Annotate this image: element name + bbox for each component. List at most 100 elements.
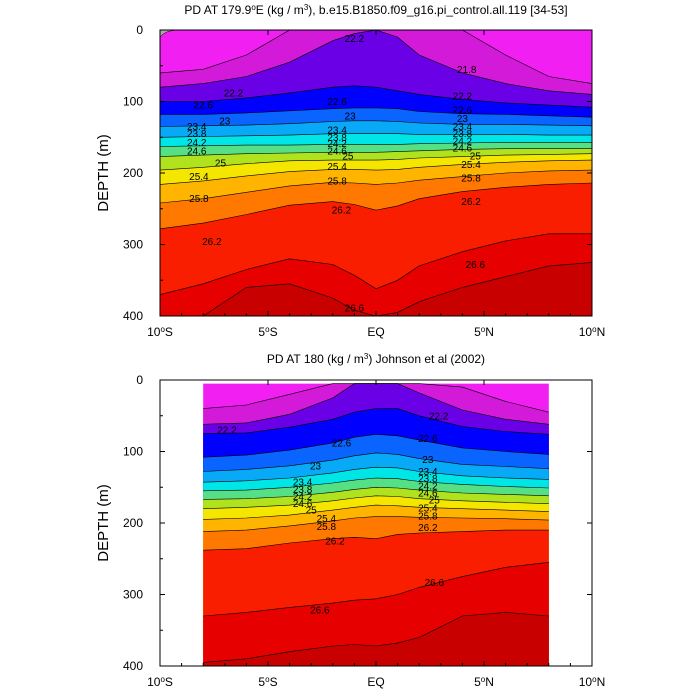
contour-label: 23 [422,455,434,466]
contour-line-23 [160,107,592,118]
contour-label: 23.8 [293,485,313,496]
contour-line-22.6 [203,408,549,435]
y-tick-label: 100 [123,445,143,459]
contour-label: 22.6 [453,106,473,117]
contour-label: 23.8 [187,129,207,140]
contour-line-25.4 [203,504,549,520]
contour-label: 24.6 [187,146,207,157]
contour-line-23 [203,433,549,458]
contour-label: 23.8 [418,474,438,485]
contour-line-23.4 [203,452,549,472]
contour-line-22.6 [160,85,592,108]
contour-line-25.4 [160,159,592,185]
contour-line-25 [203,495,549,509]
y-tick-label: 0 [136,23,143,37]
contour-label: 23 [310,461,322,472]
contour-label: 26.2 [325,536,345,547]
density-band-27 [160,262,592,316]
contour-label: 26.6 [466,260,486,271]
contour-label: 25.4 [461,160,481,171]
contour-line-25 [160,153,592,171]
contour-label: 22.6 [327,97,347,108]
contour-label: 24.2 [327,139,347,150]
contour-label: 25.4 [418,503,438,514]
contour-line-25.8 [203,516,549,532]
contour-label: 25.4 [327,162,347,173]
contour-label: 22.6 [193,101,213,112]
contour-line-24.6 [203,486,549,500]
contour-label: 26.6 [345,304,365,315]
contour-line-23.4 [160,120,592,127]
contour-line-27 [203,612,549,663]
contour-field: 22.222.222.6 22.6232323.423.423.823.824.2… [203,383,549,666]
contour-label: 23.4 [293,478,313,489]
contour-label: 23.4 [418,467,438,478]
contour-label: 26.6 [310,606,330,617]
x-tick-label: 5oS [258,325,277,340]
density-band-27 [203,612,549,666]
y-tick-label: 300 [123,588,143,602]
contour-label: 24.2 [418,481,438,492]
contour-label: 25 [215,158,227,169]
contour-line-26.2 [160,182,592,230]
contour-label: 22.6 [332,438,352,449]
contour-label: 22.2 [429,411,449,422]
contour-line-24.6 [160,148,592,157]
contour-label: 21.8 [457,65,477,76]
contour-label: 25 [342,151,354,162]
contour-line-26.2 [203,529,549,551]
chart-title: PD AT 180 (kg / m3) Johnson et al (2002) [267,352,485,367]
contour-label: 24.6 [418,488,438,499]
contour-label: 26.2 [332,206,352,217]
contour-label: 25 [306,506,318,517]
x-tick-label: 5oS [258,675,277,690]
y-tick-label: 100 [123,95,143,109]
y-axis-label: DEPTH (m) [95,484,112,562]
contour-label: 22.6 [418,434,438,445]
contour-line-22.2 [160,30,592,95]
contour-label: 24.2 [187,138,207,149]
contour-label: 25 [429,496,441,507]
y-tick-label: 0 [136,373,143,387]
contour-label: 24.2 [293,492,313,503]
contour-label: 26.2 [461,197,481,208]
contour-label: 25.8 [327,176,347,187]
contour-label: 23.8 [327,133,347,144]
contour-label: 22.2 [217,426,237,437]
y-tick-label: 200 [123,516,143,530]
contour-label: 25.8 [461,174,481,185]
x-tick-label: EQ [367,325,384,339]
contour-line-25.8 [160,169,592,204]
contour-line-24.2 [203,477,549,492]
x-tick-label: 10oN [579,325,605,340]
contour-label: 26.2 [418,523,438,534]
contour-line-23.8 [203,466,549,483]
x-tick-label: 10oN [579,675,605,690]
contour-label: 24.2 [453,136,473,147]
contour-label: 22.2 [453,91,473,102]
contour-label: 26.6 [425,578,445,589]
y-tick-label: 400 [123,659,143,673]
contour-line-27 [160,262,592,316]
contour-label: 25.4 [189,172,209,183]
x-tick-label: 5oN [474,325,494,340]
contour-label: 24.6 [293,499,313,510]
contour-line-21.8 [160,30,592,84]
y-axis-label: DEPTH (m) [95,134,112,212]
y-tick-label: 300 [123,238,143,252]
y-tick-label: 200 [123,166,143,180]
x-tick-label: 5oN [474,675,494,690]
x-tick-label: EQ [367,675,384,689]
contour-label: 24.6 [453,143,473,154]
contour-label: 23 [345,111,357,122]
contour-label: 23 [219,116,231,127]
x-tick-label: 10oS [147,325,173,340]
contour-label: 25.8 [418,511,438,522]
contour-line-26.6 [160,233,592,295]
contour-label: 26.2 [202,237,222,248]
contour-label: 23.4 [327,126,347,137]
contour-label: 24.6 [327,146,347,157]
